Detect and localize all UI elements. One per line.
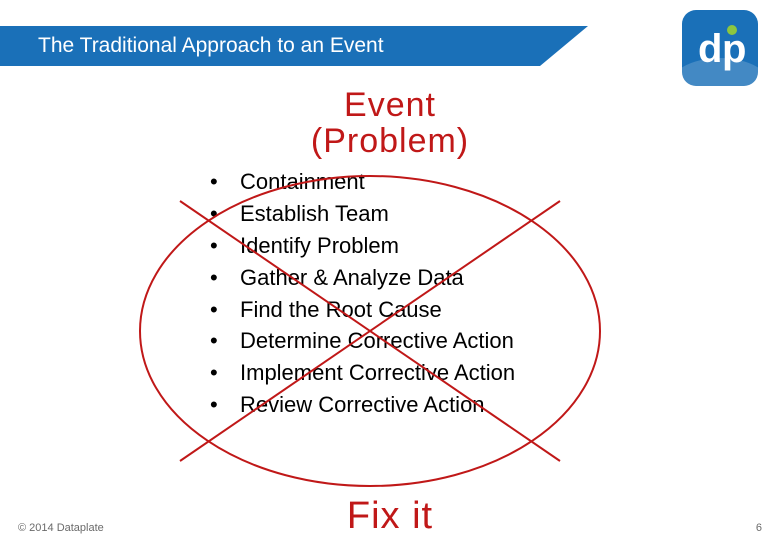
- dp-logo-icon: d p: [682, 10, 758, 86]
- page-number: 6: [756, 522, 762, 534]
- bullet-text: Identify Problem: [240, 230, 399, 262]
- title-bar-wedge: [540, 26, 588, 66]
- list-item: •Implement Corrective Action: [210, 357, 630, 389]
- bullet-list: •Containment •Establish Team •Identify P…: [210, 166, 630, 421]
- event-heading-line2: (Problem): [0, 124, 780, 160]
- list-item: •Determine Corrective Action: [210, 325, 630, 357]
- list-item: •Review Corrective Action: [210, 389, 630, 421]
- event-heading-line1: Event: [0, 88, 780, 124]
- list-item: •Gather & Analyze Data: [210, 262, 630, 294]
- bullet-text: Establish Team: [240, 198, 389, 230]
- bullet-text: Review Corrective Action: [240, 389, 485, 421]
- copyright-text: © 2014 Dataplate: [18, 522, 104, 534]
- bullet-text: Containment: [240, 166, 365, 198]
- svg-text:d: d: [698, 27, 722, 71]
- title-bar: The Traditional Approach to an Event: [0, 26, 540, 66]
- slide-title: The Traditional Approach to an Event: [38, 34, 384, 58]
- bullet-text: Find the Root Cause: [240, 294, 442, 326]
- list-item: •Containment: [210, 166, 630, 198]
- list-item: •Establish Team: [210, 198, 630, 230]
- bullet-text: Implement Corrective Action: [240, 357, 515, 389]
- list-item: •Identify Problem: [210, 230, 630, 262]
- slide-body: Event (Problem) •Containment •Establish …: [0, 86, 780, 512]
- list-item: •Find the Root Cause: [210, 294, 630, 326]
- bullet-text: Determine Corrective Action: [240, 325, 514, 357]
- event-heading: Event (Problem): [0, 88, 780, 159]
- footer: © 2014 Dataplate 6: [18, 522, 762, 534]
- bullet-text: Gather & Analyze Data: [240, 262, 464, 294]
